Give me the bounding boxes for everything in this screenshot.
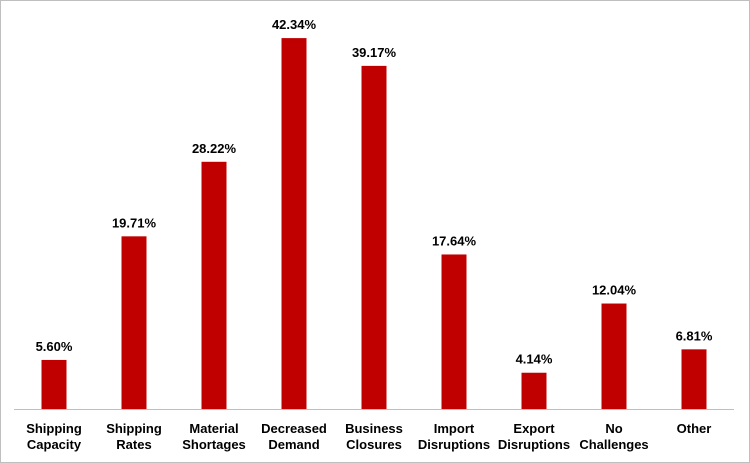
bar	[681, 349, 707, 409]
value-label: 17.64%	[432, 233, 477, 248]
x-tick-label: Shipping Rates	[106, 421, 162, 452]
value-label: 28.22%	[192, 141, 237, 156]
x-tick-label: No Challenges	[579, 421, 649, 452]
bar	[201, 161, 227, 409]
value-label: 5.60%	[36, 339, 73, 354]
x-tick-label: Decreased Demand	[261, 421, 327, 452]
x-tick-label: Material Shortages	[182, 421, 246, 452]
x-tick-label: Import Disruptions	[417, 421, 491, 452]
bar	[601, 303, 627, 409]
value-label: 6.81%	[676, 328, 713, 343]
value-label: 39.17%	[352, 45, 397, 60]
bar	[281, 38, 307, 410]
bar	[121, 236, 147, 409]
value-label: 19.71%	[112, 215, 157, 230]
bar	[521, 372, 547, 409]
x-tick-label: Other	[676, 421, 712, 436]
x-tick-label: Business Closures	[345, 421, 403, 452]
value-label: 12.04%	[592, 283, 637, 298]
x-tick-label: Shipping Capacity	[26, 421, 82, 452]
bar	[441, 254, 467, 409]
x-tick-label: Export Disruptions	[497, 421, 571, 452]
value-label: 42.34%	[272, 17, 317, 32]
bar	[361, 65, 387, 410]
bar	[41, 359, 67, 409]
value-label: 4.14%	[516, 352, 553, 367]
